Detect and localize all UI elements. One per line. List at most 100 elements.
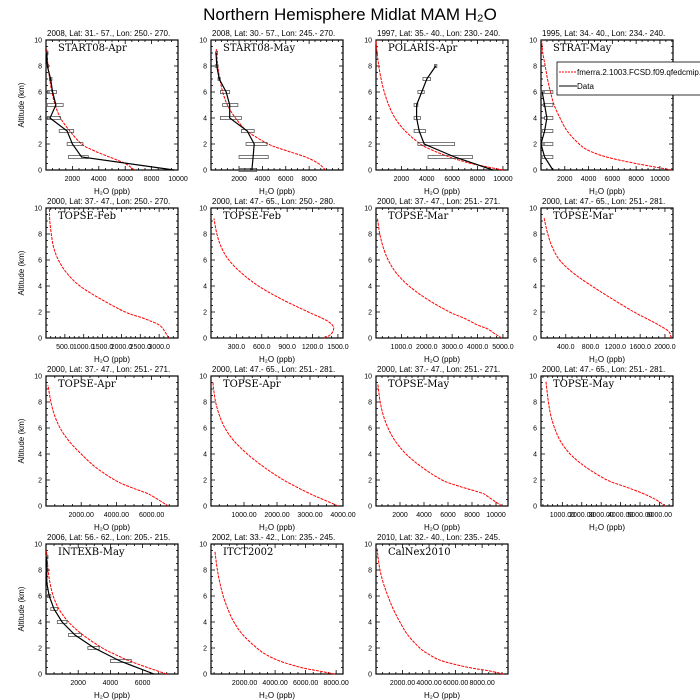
y-tick-label: 6 <box>38 90 42 97</box>
x-tick-label: 3000.0 <box>441 344 463 351</box>
panel-topse-mar: 2000, Lat: 37.- 47., Lon: 251.- 271. 0 2 4 6… <box>364 197 514 364</box>
y-tick-label: 4 <box>38 116 42 123</box>
panel-strat-may: 1995, Lat: 34.- 40., Lon: 234.- 240. 0 2 4 6… <box>529 29 674 196</box>
panel-subtitle: 2000, Lat: 37.- 47., Lon: 250.- 270. <box>47 197 170 206</box>
obs-range-box <box>245 142 268 146</box>
model-profile-line <box>213 218 335 339</box>
y-tick-label: 0 <box>203 672 207 679</box>
y-tick-label: 4 <box>368 284 372 291</box>
panel-subtitle: 2000, Lat: 47.- 65., Lon: 251.- 281. <box>542 365 665 374</box>
plot-frame <box>375 39 509 171</box>
obs-profile-line <box>46 52 175 171</box>
panel-name: START08-May <box>223 43 296 54</box>
y-tick-label: 0 <box>203 336 207 343</box>
x-tick-label: 2000 <box>65 176 81 183</box>
y-tick-label: 4 <box>203 116 207 123</box>
obs-point <box>215 52 217 54</box>
obs-point <box>71 143 73 145</box>
model-profile-line <box>377 218 502 339</box>
model-profile-line <box>543 217 672 339</box>
y-axis-label: Altitude (km) <box>17 586 26 631</box>
obs-range-box <box>68 633 82 637</box>
panel-subtitle: 2000, Lat: 47.- 65., Lon: 251.- 281. <box>212 365 335 374</box>
y-tick-label: 4 <box>38 452 42 459</box>
panel-name: TOPSE-May <box>553 379 615 390</box>
y-tick-label: 6 <box>368 90 372 97</box>
y-tick-label: 6 <box>368 258 372 265</box>
model-profile-line <box>47 384 169 507</box>
x-tick-label: 1500.0 <box>327 344 349 351</box>
x-tick-label: 4000.00 <box>262 680 287 687</box>
panel-calnex2010: 2010, Lat: 32.- 40., Lon: 235.- 245. 0 2 4 6… <box>364 533 509 700</box>
y-tick-label: 10 <box>34 38 42 45</box>
obs-point <box>416 104 418 106</box>
obs-point <box>435 65 437 67</box>
obs-point <box>48 595 50 597</box>
x-tick-label: 1000.00 <box>231 512 256 519</box>
y-tick-label: 6 <box>533 90 537 97</box>
legend-data-label: Data <box>577 82 594 91</box>
x-axis-label: H₂O (ppb) <box>589 187 625 196</box>
x-tick-label: 900.0 <box>278 344 296 351</box>
y-axis-label: Altitude (km) <box>17 82 26 127</box>
panel-subtitle: 2000, Lat: 47.- 65., Lon: 251.- 281. <box>542 197 665 206</box>
y-tick-label: 6 <box>38 594 42 601</box>
x-tick-label: 6000.00 <box>647 512 672 519</box>
x-tick-label: 8000.00 <box>469 680 494 687</box>
y-tick-label: 0 <box>368 336 372 343</box>
legend-model-label: fmerra.2.1003.FCSD.f09.qfedcmip.56 <box>577 68 700 77</box>
plot-frame <box>45 207 179 339</box>
y-tick-label: 2 <box>533 310 537 317</box>
x-axis-label: H₂O (ppb) <box>424 523 460 532</box>
obs-range-box <box>540 90 554 94</box>
x-tick-label: 5000.00 <box>627 512 652 519</box>
y-tick-label: 4 <box>533 116 537 123</box>
x-tick-label: 10000 <box>650 176 670 183</box>
panel-subtitle: 2008, Lat: 30.- 57., Lon: 245.- 270. <box>212 29 335 38</box>
obs-point <box>540 143 542 145</box>
x-tick-label: 4000 <box>91 176 107 183</box>
model-profile-line <box>376 547 504 675</box>
obs-point <box>543 130 546 132</box>
y-tick-label: 8 <box>203 400 207 407</box>
x-tick-label: 2000.00 <box>569 512 594 519</box>
y-tick-label: 2 <box>203 310 207 317</box>
x-tick-label: 4000 <box>581 176 597 183</box>
obs-range-box <box>110 659 132 663</box>
panel-name: INTEXB-May <box>58 547 125 558</box>
panel-name: TOPSE-Feb <box>58 211 116 222</box>
obs-point <box>46 52 48 54</box>
figure-title: Northern Hemisphere Midlat MAM H₂O <box>203 5 497 24</box>
x-tick-label: 5000.0 <box>492 344 514 351</box>
x-tick-label: 6000 <box>278 176 294 183</box>
obs-range-box <box>87 646 100 650</box>
obs-range-box <box>540 129 554 133</box>
panel-topse-feb: 2000, Lat: 47.- 65., Lon: 250.- 280. 0 2 4 6… <box>199 197 349 364</box>
obs-point <box>46 582 48 584</box>
obs-point <box>119 660 121 662</box>
x-tick-label: 8000 <box>464 512 480 519</box>
y-tick-label: 0 <box>533 504 537 511</box>
y-tick-label: 4 <box>533 284 537 291</box>
obs-range-box <box>46 116 61 120</box>
y-tick-label: 4 <box>203 452 207 459</box>
x-tick-label: 2000.00 <box>69 512 94 519</box>
x-tick-label: 2500.0 <box>130 344 152 351</box>
panel-topse-feb: 2000, Lat: 37.- 47., Lon: 250.- 270. 0 2 4 6… <box>17 197 179 364</box>
obs-point <box>61 621 63 623</box>
y-tick-label: 4 <box>203 620 207 627</box>
plot-frame <box>375 375 509 507</box>
x-axis-label: H₂O (ppb) <box>259 523 295 532</box>
x-tick-label: 4000.0 <box>467 344 489 351</box>
obs-range-box <box>58 129 75 133</box>
x-axis-label: H₂O (ppb) <box>424 691 460 700</box>
y-tick-label: 8 <box>533 232 537 239</box>
plot-frame <box>45 375 179 507</box>
y-tick-label: 8 <box>368 568 372 575</box>
y-tick-label: 6 <box>38 258 42 265</box>
x-tick-label: 600.0 <box>253 344 271 351</box>
x-tick-label: 2000 <box>70 680 86 687</box>
obs-range-box <box>434 64 438 68</box>
x-tick-label: 6000.00 <box>293 680 318 687</box>
y-tick-label: 0 <box>533 336 537 343</box>
